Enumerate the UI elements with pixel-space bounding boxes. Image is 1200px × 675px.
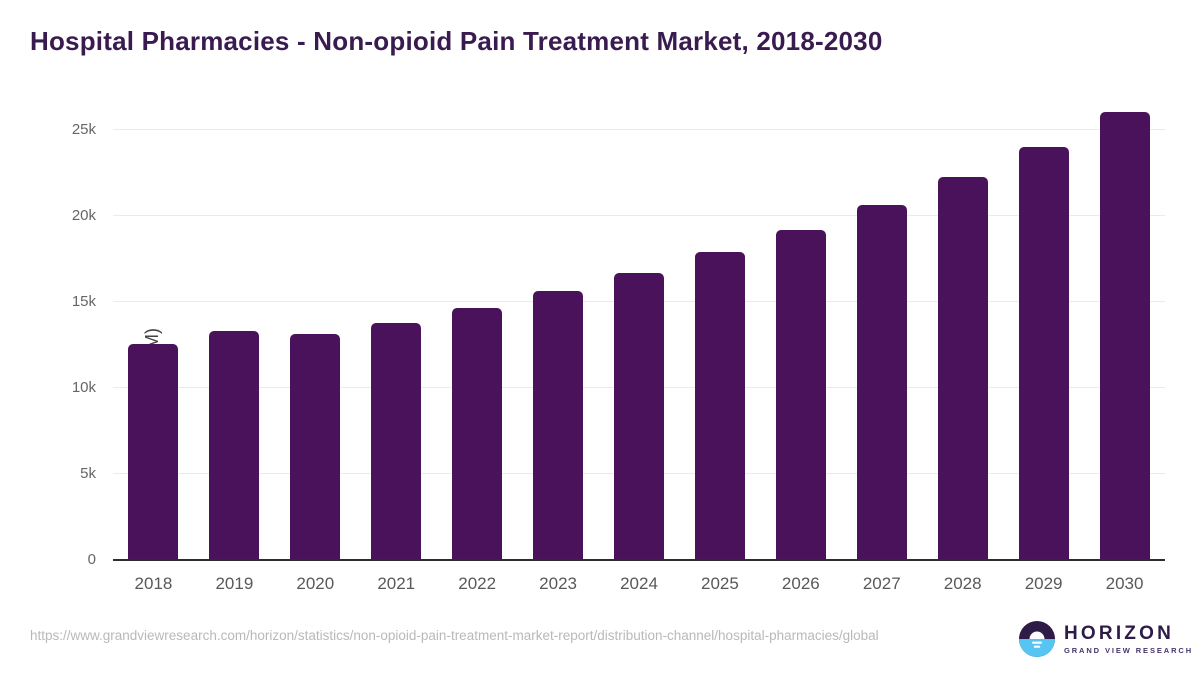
x-tick-label-2026: 2026 <box>781 574 820 593</box>
bar-2025[interactable] <box>694 251 745 560</box>
x-tick-label-2020: 2020 <box>296 574 335 593</box>
x-tick-label-2030: 2030 <box>1105 574 1144 593</box>
chart-title: Hospital Pharmacies - Non-opioid Pain Tr… <box>30 26 883 56</box>
x-tick-label-2023: 2023 <box>539 574 577 593</box>
x-tick-label-2028: 2028 <box>943 574 982 593</box>
bar-2023[interactable] <box>533 290 584 560</box>
y-tick-label-20k: 20k <box>71 206 96 224</box>
logo-text: HORIZON GRAND VIEW RESEARCH <box>1064 622 1194 655</box>
horizon-logo: HORIZON GRAND VIEW RESEARCH <box>1019 621 1193 657</box>
gridline-25k <box>113 128 1165 130</box>
bar-2024[interactable] <box>614 272 664 560</box>
y-tick-label-15k: 15k <box>71 292 96 310</box>
horizon-sunrise-icon <box>1019 621 1055 657</box>
source-url: https://www.grandviewresearch.com/horizo… <box>30 628 879 643</box>
bar-2018[interactable] <box>128 343 179 560</box>
x-tick-label-2019: 2019 <box>215 574 254 593</box>
x-tick-label-2029: 2029 <box>1024 574 1063 593</box>
bar-2026[interactable] <box>775 230 826 560</box>
bar-2021[interactable] <box>371 323 422 560</box>
bar-2028[interactable] <box>937 176 988 560</box>
x-tick-label-2022: 2022 <box>458 574 497 593</box>
bar-2030[interactable] <box>1099 111 1150 560</box>
y-tick-label-25k: 25k <box>71 120 96 138</box>
x-axis-line <box>113 559 1165 561</box>
bar-2022[interactable] <box>452 307 503 560</box>
x-tick-label-2024: 2024 <box>620 574 658 593</box>
logo-tagline: GRAND VIEW RESEARCH <box>1064 645 1194 655</box>
logo-brand: HORIZON <box>1064 622 1175 644</box>
bar-2020[interactable] <box>290 333 341 560</box>
x-tick-label-2025: 2025 <box>701 574 739 593</box>
y-tick-label-5k: 5k <box>80 464 96 482</box>
x-tick-label-2027: 2027 <box>862 574 901 593</box>
y-tick-label-0: 0 <box>87 551 96 568</box>
x-tick-label-2021: 2021 <box>377 574 416 593</box>
gridline-20k <box>113 214 1165 216</box>
x-tick-label-2018: 2018 <box>134 574 173 593</box>
bar-2029[interactable] <box>1018 146 1069 560</box>
y-tick-label-10k: 10k <box>71 378 96 396</box>
bar-2027[interactable] <box>856 204 907 560</box>
bar-2019[interactable] <box>209 331 260 560</box>
